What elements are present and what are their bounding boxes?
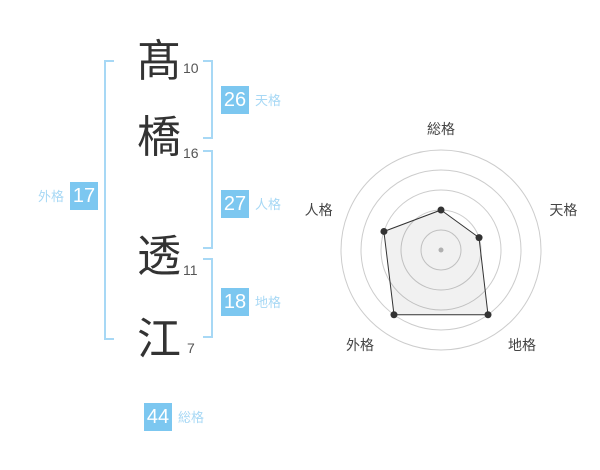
- gaikaku-bracket: [104, 60, 114, 340]
- soukaku-score: 44 総格: [144, 403, 204, 431]
- radar-grid-ring: [380, 189, 502, 311]
- name-char-3: 透: [137, 232, 181, 281]
- chikaku-score: 18 地格: [221, 288, 281, 316]
- name-char-1: 髙: [137, 37, 181, 86]
- radar-value-polygon: [383, 209, 489, 316]
- tenkaku-score: 26 天格: [221, 86, 281, 114]
- radar-center-dot: [438, 247, 444, 253]
- radar-axis-label-4: 人格: [305, 202, 333, 218]
- radar-grid-ring: [360, 169, 522, 331]
- jinkaku-score: 27 人格: [221, 190, 281, 218]
- gaikaku-label: 外格: [38, 188, 65, 204]
- chikaku-bracket: [203, 258, 213, 338]
- stroke-count-4: 7: [187, 340, 195, 356]
- name-char-4: 江: [137, 315, 181, 364]
- stroke-count-3: 11: [183, 262, 198, 278]
- jinkaku-value: 27: [221, 190, 249, 218]
- radar-axis-label-3: 外格: [346, 337, 374, 353]
- radar-axis-label-0: 総格: [427, 121, 455, 137]
- radar-grid-ring: [340, 149, 542, 351]
- tenkaku-bracket: [203, 60, 213, 139]
- radar-axis-label-2: 地格: [508, 337, 536, 353]
- gaikaku-score: 外格 17: [38, 182, 99, 210]
- jinkaku-bracket: [203, 150, 213, 249]
- stroke-count-1: 10: [183, 60, 199, 76]
- radar-data-point: [380, 227, 388, 235]
- tenkaku-value: 26: [221, 86, 249, 114]
- soukaku-value: 44: [144, 403, 172, 431]
- radar-data-point: [437, 206, 445, 214]
- radar-data-point: [484, 311, 492, 319]
- stroke-count-2: 16: [183, 145, 199, 161]
- jinkaku-label: 人格: [255, 196, 282, 212]
- radar-data-point: [475, 234, 483, 242]
- radar-axis-label-1: 天格: [549, 202, 577, 218]
- chikaku-value: 18: [221, 288, 249, 316]
- radar-grid-ring: [420, 229, 462, 271]
- tenkaku-label: 天格: [255, 92, 282, 108]
- name-char-2: 橋: [137, 113, 181, 162]
- radar-data-point: [390, 311, 398, 319]
- soukaku-label: 総格: [178, 409, 205, 425]
- chikaku-label: 地格: [255, 294, 282, 310]
- gaikaku-value: 17: [70, 182, 99, 210]
